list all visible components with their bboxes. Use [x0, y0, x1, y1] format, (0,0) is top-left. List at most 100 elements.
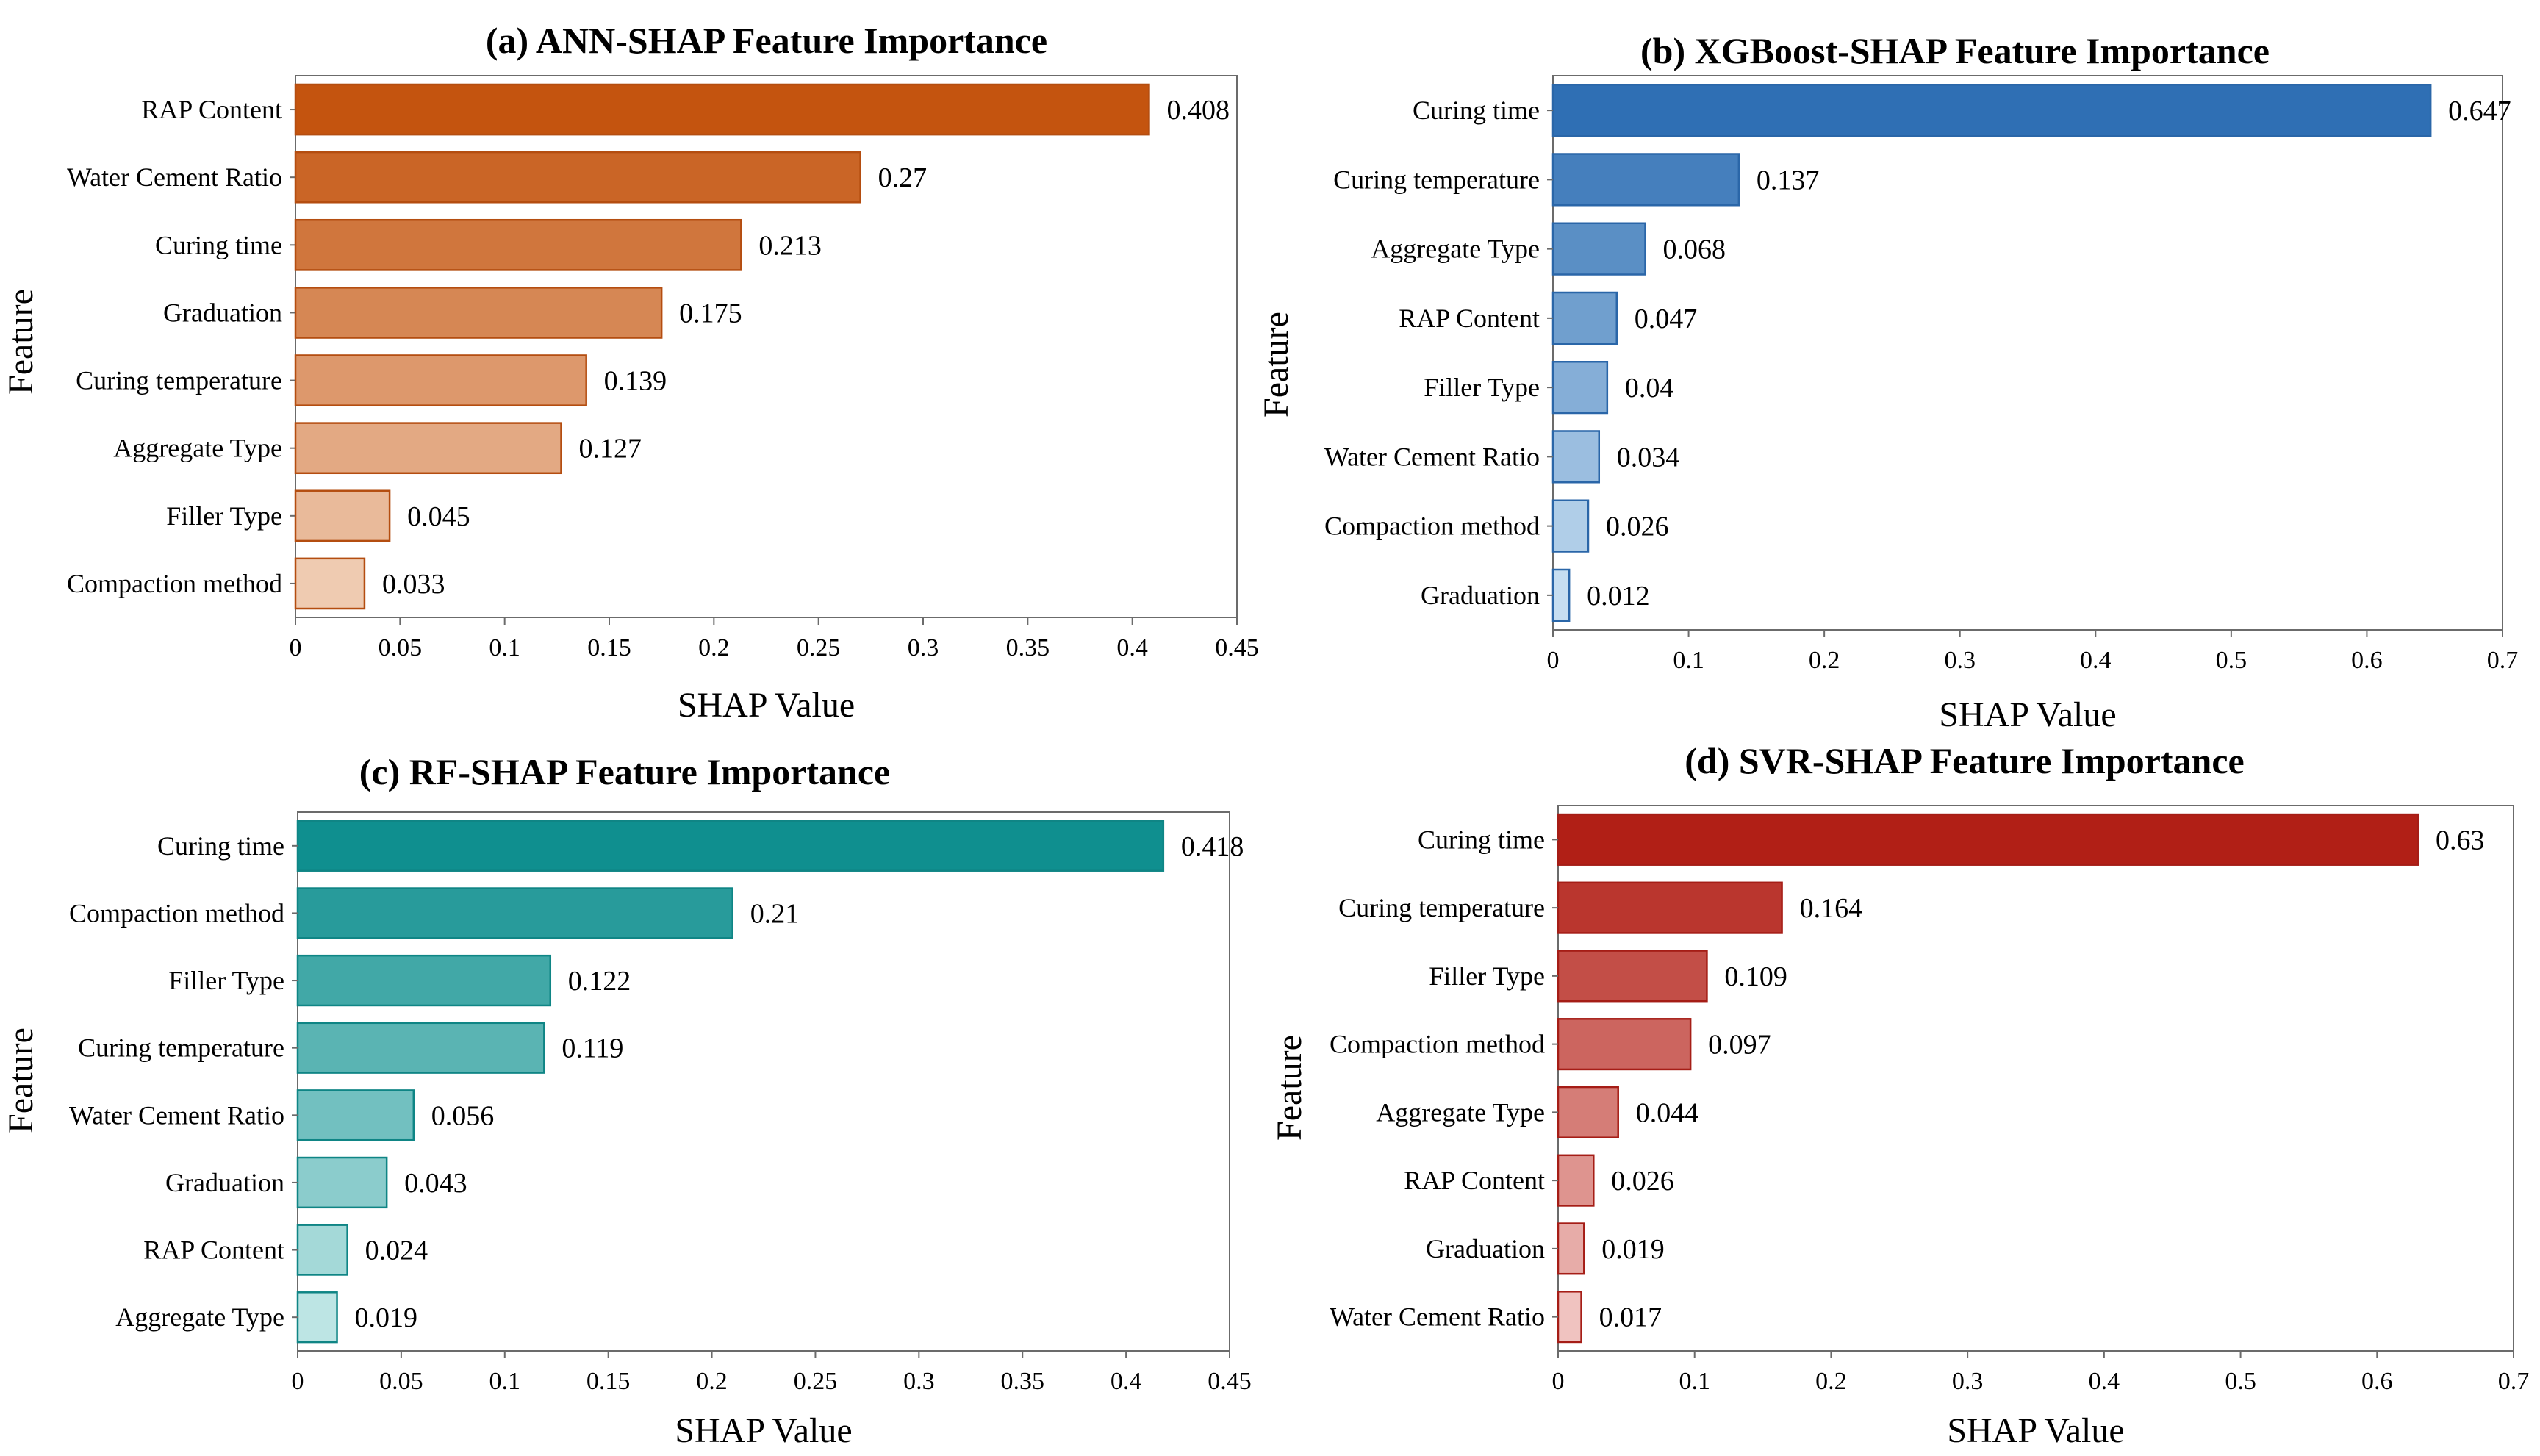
x-tick-label: 0.25	[797, 634, 841, 661]
x-tick-label: 0.2	[696, 1368, 728, 1395]
bar	[294, 489, 391, 542]
category-label: Water Cement Ratio	[67, 162, 282, 192]
bar	[294, 151, 861, 204]
bar	[1551, 361, 1609, 415]
x-tick-label: 0.1	[489, 1368, 521, 1395]
data-label: 0.026	[1611, 1166, 1674, 1197]
data-label: 0.043	[404, 1168, 467, 1199]
bar	[296, 1224, 348, 1276]
data-label: 0.418	[1181, 831, 1244, 862]
x-tick-label: 0.15	[587, 634, 631, 661]
y-axis-label: Feature	[1257, 312, 1296, 417]
y-axis-label: Feature	[1, 1028, 40, 1133]
data-label: 0.647	[2448, 96, 2511, 126]
bar	[296, 1022, 545, 1074]
x-tick-label: 0.3	[908, 634, 939, 661]
category-label: Compaction method	[67, 569, 282, 598]
bar	[296, 1291, 338, 1344]
x-tick-label: 0.45	[1215, 634, 1259, 661]
x-tick-label: 0.05	[379, 1368, 423, 1395]
x-tick-label: 0.7	[2498, 1368, 2530, 1395]
chart-title: (b) XGBoost-SHAP Feature Importance	[1640, 30, 2270, 71]
bar	[294, 218, 742, 271]
category-label: Aggregate Type	[115, 1302, 284, 1332]
category-label: Curing temperature	[78, 1033, 284, 1063]
chart-title: (a) ANN-SHAP Feature Importance	[486, 20, 1047, 61]
data-label: 0.213	[758, 230, 822, 261]
bar	[1551, 568, 1571, 622]
chart-panel-2: (b) XGBoost-SHAP Feature Importance Curin…	[1257, 30, 2518, 734]
category-label: Water Cement Ratio	[1330, 1302, 1545, 1332]
data-label: 0.019	[1601, 1234, 1665, 1265]
category-label: RAP Content	[143, 1236, 284, 1265]
bar	[296, 887, 733, 939]
data-label: 0.019	[355, 1302, 418, 1333]
x-tick-label: 0	[1552, 1368, 1565, 1395]
bar	[1551, 430, 1601, 484]
data-label: 0.119	[562, 1033, 623, 1064]
category-label: Curing temperature	[1338, 893, 1545, 922]
category-label: Aggregate Type	[1376, 1097, 1545, 1127]
data-label: 0.068	[1663, 234, 1726, 265]
bar	[294, 83, 1150, 136]
category-label: Curing time	[1413, 96, 1540, 125]
category-label: Curing time	[157, 831, 284, 861]
data-label: 0.175	[679, 298, 742, 329]
x-tick-label: 0.3	[903, 1368, 935, 1395]
bar	[1557, 1018, 1692, 1071]
bar	[1557, 1086, 1619, 1138]
x-tick-label: 0.6	[2351, 647, 2383, 674]
category-label: Filler Type	[1424, 373, 1540, 402]
bar	[296, 954, 552, 1007]
bar	[1551, 222, 1646, 276]
category-label: Curing temperature	[1333, 165, 1540, 194]
plot-frame	[1552, 75, 2503, 631]
x-tick-label: 0.5	[2216, 647, 2247, 674]
x-tick-label: 0.4	[2089, 1368, 2120, 1395]
bar	[1551, 84, 2432, 137]
data-label: 0.109	[1724, 961, 1787, 992]
data-label: 0.408	[1166, 95, 1230, 126]
bar	[1557, 1291, 1582, 1344]
category-label: Graduation	[165, 1168, 284, 1197]
x-tick-label: 0	[292, 1368, 304, 1395]
data-label: 0.139	[604, 366, 667, 397]
data-label: 0.033	[382, 569, 445, 600]
chart-title: (c) RF-SHAP Feature Importance	[359, 751, 891, 792]
category-label: Compaction method	[1330, 1030, 1545, 1059]
plot-frame	[1557, 805, 2514, 1352]
category-label: RAP Content	[1404, 1166, 1545, 1195]
x-tick-label: 0	[290, 634, 302, 661]
chart-panel-4: (d) SVR-SHAP Feature Importance Curing ti…	[1270, 740, 2529, 1450]
bar	[294, 422, 562, 475]
x-tick-label: 0.2	[1809, 647, 1840, 674]
y-axis-label: Feature	[1270, 1035, 1309, 1141]
data-label: 0.21	[750, 898, 800, 929]
x-tick-label: 0.7	[2487, 647, 2519, 674]
category-label: Curing time	[1418, 825, 1545, 854]
x-tick-label: 0.35	[1000, 1368, 1044, 1395]
x-tick-label: 0.25	[794, 1368, 838, 1395]
data-label: 0.012	[1587, 581, 1650, 612]
x-axis-label: SHAP Value	[1947, 1411, 2124, 1450]
x-tick-label: 0.1	[489, 634, 520, 661]
x-tick-label: 0.4	[1111, 1368, 1142, 1395]
data-label: 0.27	[878, 162, 928, 193]
category-label: Water Cement Ratio	[69, 1100, 284, 1130]
data-label: 0.045	[407, 501, 470, 532]
category-label: Aggregate Type	[113, 434, 282, 463]
category-label: RAP Content	[141, 95, 282, 124]
x-tick-label: 0.6	[2361, 1368, 2393, 1395]
category-label: Filler Type	[166, 501, 282, 531]
data-label: 0.127	[579, 434, 642, 465]
bar	[296, 820, 1165, 872]
category-label: Graduation	[1426, 1234, 1545, 1263]
category-label: Compaction method	[69, 898, 284, 928]
category-label: Curing time	[155, 230, 282, 259]
data-label: 0.026	[1606, 512, 1669, 542]
x-axis-label: SHAP Value	[1939, 695, 2116, 734]
plot-frame	[297, 811, 1230, 1352]
x-tick-label: 0.3	[1952, 1368, 1984, 1395]
data-label: 0.122	[568, 966, 631, 997]
